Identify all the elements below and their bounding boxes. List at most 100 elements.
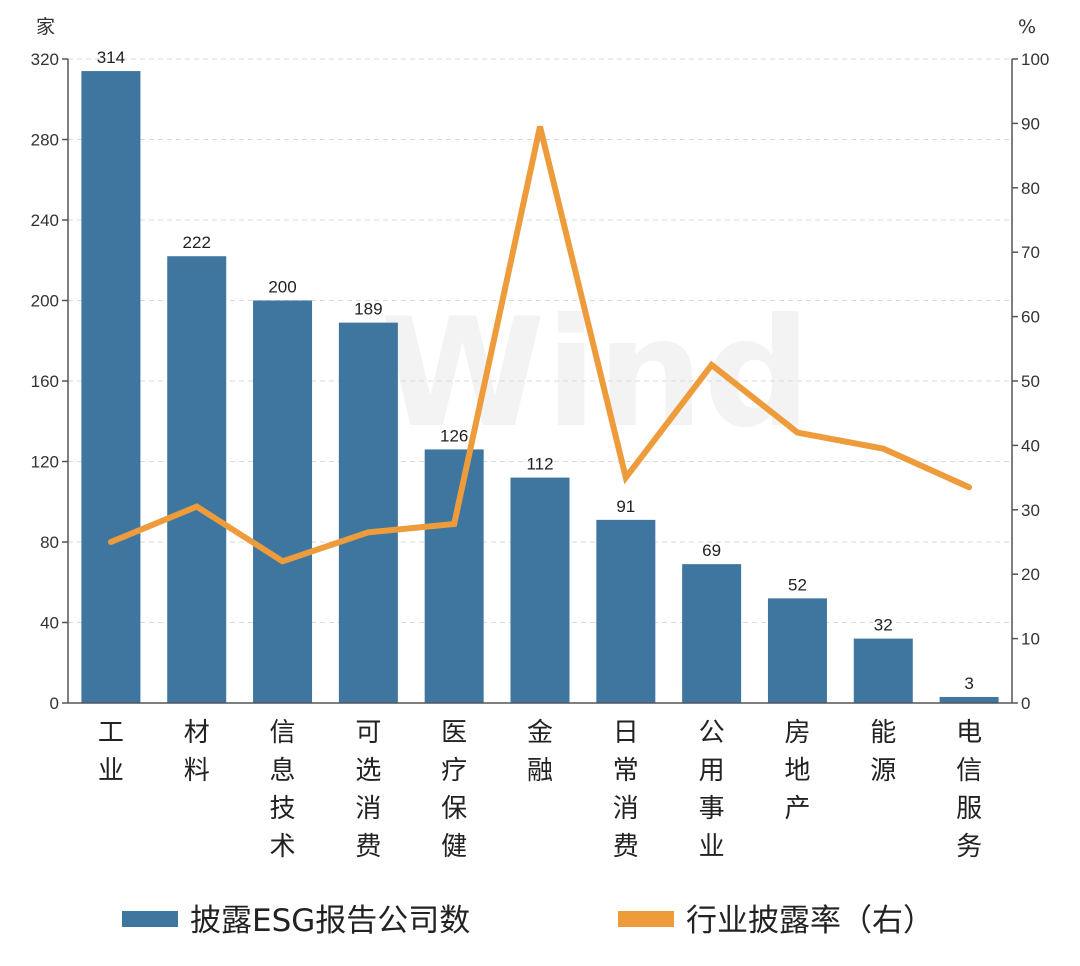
left-tick-label: 0	[50, 694, 59, 713]
right-tick-label: 100	[1021, 50, 1049, 69]
line-point	[624, 476, 627, 479]
right-tick-label: 10	[1021, 630, 1040, 649]
left-tick-label: 200	[31, 292, 59, 311]
left-tick-label: 320	[31, 50, 59, 69]
category-char: 源	[870, 756, 896, 786]
line-point	[281, 560, 284, 563]
bar	[338, 322, 398, 703]
category-char: 术	[270, 832, 296, 862]
bar-value-label: 200	[268, 278, 296, 297]
category-char: 健	[441, 832, 467, 862]
category-label: 工业	[98, 718, 124, 786]
category-char: 金	[527, 718, 553, 748]
category-char: 费	[613, 832, 639, 862]
category-char: 事	[699, 794, 725, 824]
category-char: 费	[355, 832, 381, 862]
line-point	[539, 125, 541, 128]
data-labels: 314 222 200 189 126 112 91 69 52 32 3	[97, 48, 974, 693]
bar	[939, 696, 999, 703]
bar-value-label: 126	[440, 426, 468, 445]
category-label: 公用事业	[699, 718, 725, 862]
bar	[167, 256, 227, 703]
wind-watermark: Wind	[380, 287, 811, 461]
left-axis-unit: 家	[36, 16, 55, 38]
left-tick-label: 40	[40, 614, 59, 633]
category-char: 料	[184, 756, 210, 786]
left-tick-label: 80	[40, 533, 59, 552]
category-char: 信	[270, 718, 296, 748]
category-char: 常	[613, 756, 639, 786]
bar	[81, 71, 141, 703]
category-char: 能	[870, 718, 896, 748]
line-point	[453, 522, 456, 525]
category-char: 业	[699, 832, 725, 862]
category-char: 用	[699, 756, 725, 786]
bar	[253, 300, 313, 703]
right-tick-label: 40	[1021, 436, 1040, 455]
bar	[682, 564, 742, 703]
bar-series	[81, 71, 999, 703]
right-axis-unit: %	[1018, 16, 1036, 38]
bar-value-label: 32	[874, 616, 893, 635]
legend: 披露ESG报告公司数 行业披露率（右）	[122, 903, 934, 939]
category-char: 信	[956, 756, 982, 786]
category-label: 日常消费	[613, 718, 639, 862]
category-char: 电	[956, 718, 982, 748]
line-series	[107, 125, 973, 565]
category-char: 工	[98, 718, 124, 748]
category-char: 服	[956, 794, 982, 824]
right-tick-label: 50	[1021, 372, 1040, 391]
bar-value-label: 91	[616, 497, 635, 516]
bar	[853, 638, 913, 703]
legend-swatch-bars	[122, 911, 178, 927]
bar-value-label: 222	[183, 233, 211, 252]
legend-label-line: 行业披露率（右）	[686, 903, 934, 939]
line-point	[367, 531, 370, 534]
category-label: 金融	[527, 718, 553, 786]
right-tick-label: 80	[1021, 179, 1040, 198]
category-char: 地	[784, 756, 810, 786]
right-tick-label: 70	[1021, 243, 1040, 262]
category-char: 业	[98, 756, 124, 786]
category-label: 医疗保健	[441, 718, 467, 862]
category-label: 可选消费	[355, 718, 381, 862]
line-point	[195, 505, 198, 508]
axes: 0408012016020024028032001020304050607080…	[31, 50, 1050, 713]
category-label: 信息技术	[270, 718, 296, 862]
bar-value-label: 112	[526, 455, 553, 474]
right-tick-label: 20	[1021, 565, 1040, 584]
category-char: 房	[784, 718, 810, 748]
category-char: 医	[441, 718, 467, 748]
line-point	[109, 541, 112, 543]
line-point	[882, 447, 885, 450]
left-tick-label: 280	[31, 131, 59, 150]
category-char: 技	[270, 794, 296, 824]
category-char: 务	[956, 832, 982, 862]
legend-swatch-line	[618, 911, 674, 927]
right-tick-label: 30	[1021, 501, 1040, 520]
bar-value-label: 314	[97, 48, 125, 67]
right-tick-label: 0	[1021, 694, 1030, 713]
bar-value-label: 69	[702, 541, 721, 560]
category-char: 公	[699, 718, 725, 748]
category-char: 息	[270, 756, 296, 786]
bar-value-label: 52	[788, 575, 807, 594]
category-char: 可	[355, 718, 381, 748]
category-char: 疗	[441, 756, 467, 786]
bar-value-label: 189	[354, 300, 382, 319]
category-label: 材料	[184, 718, 210, 786]
legend-label-bars: 披露ESG报告公司数	[190, 903, 470, 939]
bar	[424, 449, 484, 703]
bar	[596, 519, 656, 703]
line-point	[710, 363, 713, 366]
left-tick-label: 160	[31, 372, 59, 391]
category-char: 融	[527, 756, 553, 786]
line-point	[796, 431, 799, 434]
category-char: 材	[184, 718, 210, 748]
left-tick-label: 240	[31, 211, 59, 230]
line-point	[968, 486, 971, 489]
left-tick-label: 120	[31, 453, 59, 472]
category-char: 日	[613, 718, 639, 748]
category-char: 消	[613, 794, 639, 824]
category-char: 消	[355, 794, 381, 824]
